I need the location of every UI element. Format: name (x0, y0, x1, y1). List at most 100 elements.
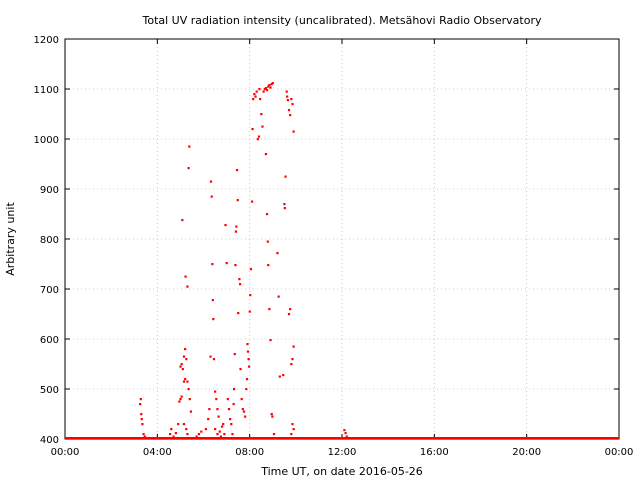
data-point (234, 264, 237, 267)
data-point (195, 435, 198, 438)
data-point (268, 84, 271, 87)
data-point (265, 213, 269, 216)
data-point (289, 308, 292, 311)
x-tick-label: 16:00 (420, 447, 449, 458)
data-point (208, 408, 211, 411)
data-point (180, 363, 183, 366)
data-point (291, 423, 294, 426)
data-point (291, 103, 294, 106)
data-point (182, 380, 186, 383)
data-point (177, 423, 180, 426)
data-point (232, 403, 235, 406)
y-tick-label: 1200 (34, 35, 59, 46)
data-point (222, 423, 225, 426)
data-point (200, 430, 203, 433)
data-point (184, 275, 187, 278)
data-point (270, 83, 273, 86)
data-point (282, 374, 285, 377)
data-point (247, 358, 250, 361)
data-point (182, 423, 186, 426)
data-point (224, 224, 227, 227)
data-point (272, 433, 276, 436)
x-tick-label: 08:00 (235, 447, 264, 458)
data-point (181, 368, 184, 371)
data-point (170, 428, 173, 431)
data-point (197, 433, 201, 436)
data-point (287, 313, 291, 316)
data-point (246, 343, 249, 346)
data-point (286, 99, 289, 102)
data-point (209, 355, 212, 358)
y-axis-label: Arbitrary unit (4, 202, 17, 276)
data-point (139, 403, 142, 406)
data-point (229, 418, 232, 421)
data-point (260, 113, 263, 116)
data-point (249, 268, 253, 271)
grid (65, 39, 619, 439)
ticks: 00:00 04:00 08:00 12:00 16:00 20:00 00:0040050… (34, 35, 634, 458)
data-point (209, 180, 213, 183)
y-tick-label: 1100 (34, 85, 59, 96)
data-point (179, 437, 182, 440)
data-point (212, 358, 216, 361)
data-point (276, 252, 279, 255)
data-point (290, 433, 293, 436)
data-point (267, 264, 270, 267)
data-point (185, 428, 188, 431)
data-point (239, 368, 242, 371)
y-tick-label: 1000 (34, 135, 59, 146)
data-point (188, 145, 191, 148)
data-point (264, 153, 268, 156)
data-points (139, 82, 348, 440)
data-point (253, 93, 256, 96)
data-point (202, 437, 205, 440)
y-tick-label: 400 (40, 435, 59, 446)
data-point (169, 433, 172, 436)
data-point (344, 432, 347, 435)
data-point (225, 262, 228, 265)
data-point (219, 435, 223, 438)
data-point (242, 410, 246, 413)
data-point (232, 388, 236, 391)
data-point (227, 408, 231, 411)
data-point (249, 294, 252, 297)
y-tick-label: 900 (40, 185, 59, 196)
data-point (291, 358, 294, 361)
chart-title: Total UV radiation intensity (uncalibrat… (142, 14, 542, 27)
data-point (284, 175, 287, 178)
data-point (286, 95, 289, 98)
data-point (184, 348, 187, 351)
data-point (277, 295, 280, 298)
data-point (259, 98, 262, 101)
data-point (234, 230, 238, 233)
data-point (263, 88, 266, 91)
data-point (268, 308, 271, 311)
data-point (220, 425, 224, 428)
data-point (269, 339, 272, 342)
data-point (167, 437, 171, 440)
data-point (179, 398, 182, 401)
data-point (231, 433, 234, 436)
data-point (271, 415, 274, 418)
data-point (248, 310, 251, 313)
data-point (210, 195, 213, 198)
data-point (185, 358, 188, 361)
data-point (142, 433, 145, 436)
data-point (250, 200, 254, 203)
data-point (139, 398, 142, 401)
data-point (292, 345, 295, 348)
data-point (269, 86, 272, 89)
data-point (270, 413, 273, 416)
x-tick-label: 20:00 (512, 447, 541, 458)
data-point (216, 408, 219, 411)
x-tick-label: 00:00 (51, 447, 80, 458)
data-point (251, 128, 254, 131)
data-point (217, 415, 220, 418)
data-point (290, 98, 293, 101)
x-tick-label: 00:00 (605, 447, 634, 458)
data-point (141, 423, 144, 426)
data-point (215, 398, 218, 401)
data-point (184, 378, 187, 381)
x-tick-label: 04:00 (143, 447, 172, 458)
data-point (267, 85, 270, 88)
